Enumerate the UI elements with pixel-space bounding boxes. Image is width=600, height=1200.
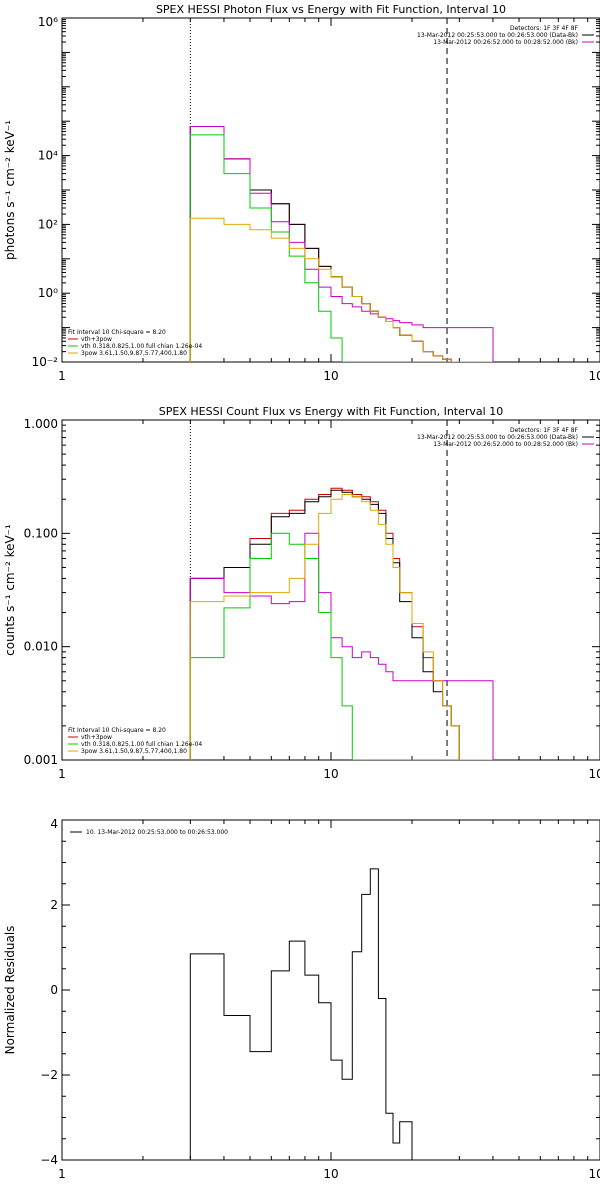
y-tick-label: 4 [50, 817, 58, 831]
fit-legend-entry: vth 0.318,0.825,1.00 full chian 1.26e-04 [81, 343, 202, 350]
series-line-1 [189, 489, 493, 760]
x-tick-label: 1 [58, 767, 66, 781]
legend-top-entry: 13-Mar-2012 00:26:52.000 to 00:28:52.000… [433, 441, 578, 448]
fit-legend-entry: 3pow 3.61,1.50,9.87,5.77,400,1.80 [81, 748, 187, 755]
y-tick-label: 10⁻² [32, 355, 59, 369]
photon-flux-panel: SPEX HESSI Photon Flux vs Energy with Fi… [3, 3, 600, 383]
fit-legend-entry: 3pow 3.61,1.50,9.87,5.77,400,1.80 [81, 350, 187, 357]
legend-top-entry: Detectors: 1F 3F 4F 8F [510, 25, 579, 32]
series-line-0 [189, 487, 493, 760]
y-axis-label: Normalized Residuals [3, 926, 17, 1055]
fit-legend-entry: vth+3pow [81, 734, 112, 741]
series-line-3 [189, 134, 493, 362]
count-flux-panel: SPEX HESSI Count Flux vs Energy with Fit… [3, 405, 600, 781]
legend-top-entry: Detectors: 1F 3F 4F 8F [510, 427, 579, 434]
series-line-3 [189, 532, 493, 760]
y-tick-label: 10⁴ [38, 149, 58, 163]
residual-legend-entry: 10. 13-Mar-2012 00:25:53.000 to 00:26:53… [86, 829, 228, 836]
plot-frame [61, 819, 600, 1161]
x-tick-label: 10 [323, 1167, 338, 1181]
fit-legend-title: Fit Interval 10 Chi-square = 8.20 [68, 329, 166, 336]
y-tick-label: 10⁶ [38, 15, 58, 29]
y-tick-label: 1.000 [24, 417, 58, 431]
series-line-2 [189, 532, 494, 760]
x-tick-label: 100 [589, 369, 600, 383]
y-tick-label: 0.100 [24, 526, 58, 540]
series-line-0 [189, 126, 493, 362]
chart-title: SPEX HESSI Count Flux vs Energy with Fit… [159, 405, 503, 418]
series-line-0 [189, 868, 452, 1160]
series-line-1 [189, 126, 493, 362]
x-tick-label: 100 [589, 767, 600, 781]
y-tick-label: 10⁰ [38, 286, 58, 300]
plot-frame [61, 419, 600, 761]
x-tick-label: 1 [58, 369, 66, 383]
series-line-2 [189, 126, 494, 362]
y-tick-label: 0 [50, 983, 58, 997]
plot-frame [61, 17, 600, 363]
y-tick-label: 10² [38, 217, 58, 231]
fit-legend-entry: vth+3pow [81, 336, 112, 343]
y-tick-label: −2 [40, 1068, 58, 1082]
x-tick-label: 10 [323, 767, 338, 781]
fit-legend-title: Fit Interval 10 Chi-square = 8.20 [68, 727, 166, 734]
legend-top-entry: 13-Mar-2012 00:25:53.000 to 00:26:53.000… [417, 32, 578, 39]
y-tick-label: 0.001 [24, 753, 58, 767]
fit-legend-entry: vth 0.318,0.825,1.00 full chian 1.26e-04 [81, 741, 202, 748]
legend-top-entry: 13-Mar-2012 00:26:52.000 to 00:28:52.000… [433, 39, 578, 46]
y-tick-label: 2 [50, 898, 58, 912]
residuals-panel: Normalized Residuals 1 10 100 −4 −2 0 2 4 10. 13-… [3, 817, 600, 1181]
x-tick-label: 1 [58, 1167, 66, 1181]
chart-title: SPEX HESSI Photon Flux vs Energy with Fi… [156, 3, 506, 16]
series-line-4 [189, 494, 493, 760]
x-tick-label: 10 [323, 369, 338, 383]
y-tick-label: −4 [40, 1153, 58, 1167]
legend-top-entry: 13-Mar-2012 00:25:53.000 to 00:26:53.000… [417, 434, 578, 441]
y-axis-label: counts s⁻¹ cm⁻² keV⁻¹ [3, 524, 17, 656]
x-tick-label: 100 [589, 1167, 600, 1181]
y-tick-label: 0.010 [24, 640, 58, 654]
series-line-4 [189, 217, 493, 362]
y-axis-label: photons s⁻¹ cm⁻² keV⁻¹ [3, 120, 17, 260]
